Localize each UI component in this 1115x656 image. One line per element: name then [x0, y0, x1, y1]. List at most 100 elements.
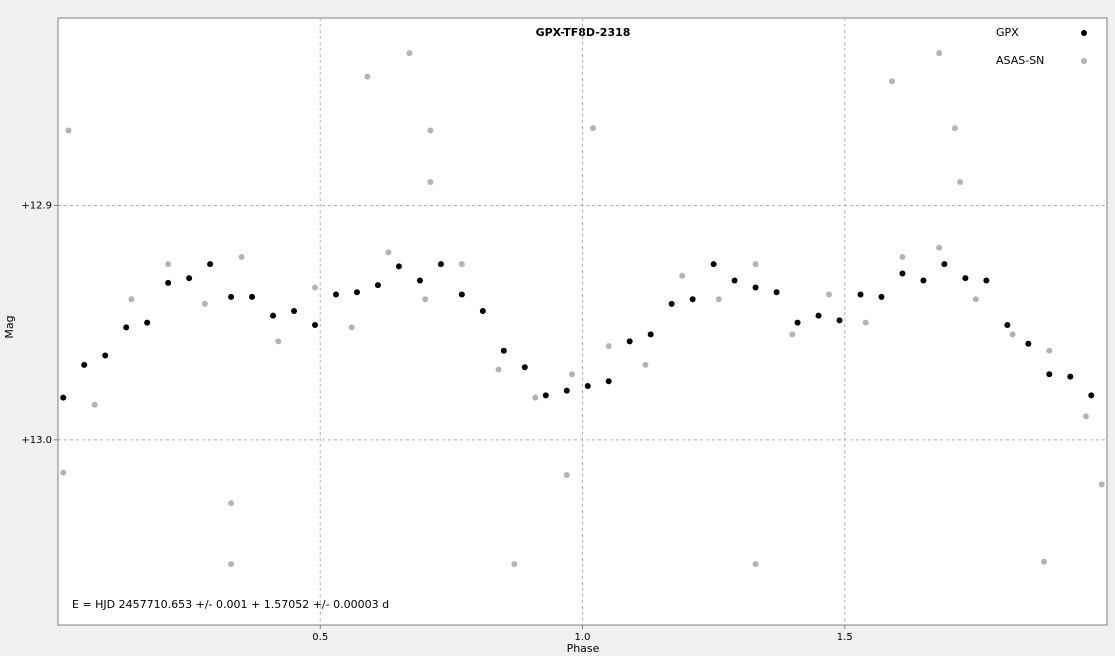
- data-point: [862, 319, 869, 326]
- data-point: [437, 261, 444, 268]
- data-point: [312, 284, 319, 291]
- data-point: [936, 244, 943, 251]
- data-point: [569, 371, 576, 378]
- data-point: [642, 361, 649, 368]
- data-point: [364, 73, 371, 80]
- data-point: [794, 319, 801, 326]
- data-point: [270, 312, 277, 319]
- data-point: [878, 293, 885, 300]
- legend-marker: [1081, 30, 1087, 36]
- data-point: [207, 261, 214, 268]
- legend-label: ASAS-SN: [996, 54, 1044, 67]
- data-point: [1067, 373, 1074, 380]
- data-point: [563, 387, 570, 394]
- data-point: [731, 277, 738, 284]
- data-point: [249, 293, 256, 300]
- y-tick-label: +12.9: [21, 200, 52, 211]
- data-point: [395, 263, 402, 270]
- data-point: [941, 261, 948, 268]
- legend-marker: [1081, 58, 1087, 64]
- data-point: [836, 317, 843, 324]
- data-point: [563, 472, 570, 479]
- data-point: [165, 279, 172, 286]
- data-point: [406, 50, 413, 57]
- data-point: [228, 561, 235, 568]
- legend-label: GPX: [996, 26, 1019, 39]
- data-point: [1083, 413, 1090, 420]
- data-point: [1004, 322, 1011, 329]
- annotation: E = HJD 2457710.653 +/- 0.001 + 1.57052 …: [72, 598, 389, 611]
- data-point: [857, 291, 864, 298]
- data-point: [291, 307, 298, 314]
- y-tick-label: +13.0: [21, 435, 52, 446]
- data-point: [102, 352, 109, 359]
- data-point: [1046, 347, 1053, 354]
- data-point: [312, 322, 319, 329]
- data-point: [957, 179, 964, 186]
- data-point: [1041, 558, 1048, 565]
- data-point: [332, 291, 339, 298]
- data-point: [710, 261, 717, 268]
- data-point: [951, 125, 958, 132]
- data-point: [752, 561, 759, 568]
- data-point: [962, 275, 969, 282]
- data-point: [542, 392, 549, 399]
- x-tick-label: 0.5: [312, 632, 328, 643]
- data-point: [752, 284, 759, 291]
- data-point: [888, 78, 895, 85]
- data-point: [532, 394, 539, 401]
- data-point: [899, 254, 906, 261]
- data-point: [972, 296, 979, 303]
- data-point: [1009, 331, 1016, 338]
- data-point: [348, 324, 355, 331]
- data-point: [385, 249, 392, 256]
- data-point: [815, 312, 822, 319]
- x-tick-label: 1.5: [837, 632, 853, 643]
- data-point: [1088, 392, 1095, 399]
- data-point: [353, 289, 360, 296]
- data-point: [826, 291, 833, 298]
- data-point: [689, 296, 696, 303]
- data-point: [427, 179, 434, 186]
- data-point: [589, 125, 596, 132]
- data-point: [144, 319, 151, 326]
- data-point: [773, 289, 780, 296]
- data-point: [165, 261, 172, 268]
- data-point: [752, 261, 759, 268]
- data-point: [920, 277, 927, 284]
- data-point: [715, 296, 722, 303]
- data-point: [647, 331, 654, 338]
- data-point: [81, 361, 88, 368]
- data-point: [60, 394, 67, 401]
- data-point: [228, 500, 235, 507]
- data-point: [201, 300, 208, 307]
- data-point: [1046, 371, 1053, 378]
- data-point: [668, 300, 675, 307]
- data-point: [186, 275, 193, 282]
- y-axis-label: Mag: [3, 315, 16, 338]
- data-point: [584, 382, 591, 389]
- data-point: [500, 347, 507, 354]
- data-point: [458, 261, 465, 268]
- x-axis-label: Phase: [567, 642, 600, 655]
- data-point: [128, 296, 135, 303]
- data-point: [605, 343, 612, 350]
- data-point: [374, 282, 381, 289]
- data-point: [899, 270, 906, 277]
- data-point: [983, 277, 990, 284]
- data-point: [495, 366, 502, 373]
- data-point: [605, 378, 612, 385]
- data-point: [479, 307, 486, 314]
- data-point: [65, 127, 72, 134]
- data-point: [1098, 481, 1105, 488]
- data-point: [60, 469, 67, 476]
- data-point: [416, 277, 423, 284]
- x-tick-label: 1.0: [575, 632, 591, 643]
- data-point: [511, 561, 518, 568]
- data-point: [238, 254, 245, 261]
- data-point: [521, 364, 528, 371]
- data-point: [679, 272, 686, 279]
- data-point: [228, 293, 235, 300]
